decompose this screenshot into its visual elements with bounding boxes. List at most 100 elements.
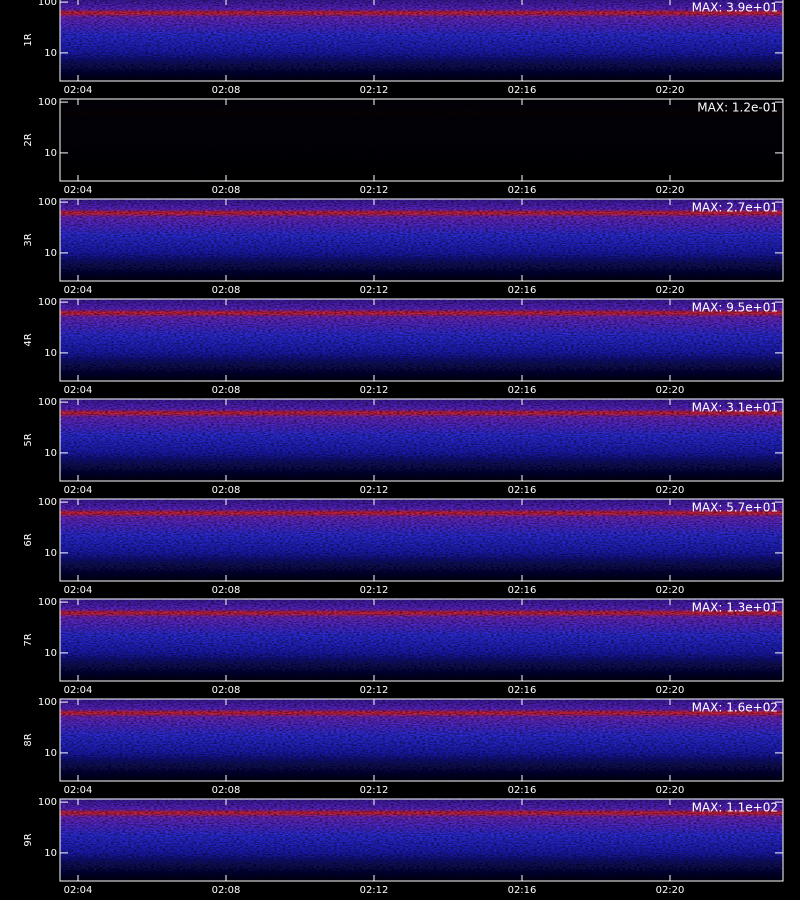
y-tick-label: 100 [38,297,57,308]
x-tick-label: 02:08 [212,785,241,796]
x-tick-label: 02:12 [360,585,389,596]
spectrogram-image [60,299,783,381]
x-tick-label: 02:20 [656,785,685,796]
x-tick-label: 02:20 [656,285,685,296]
x-tick-label: 02:12 [360,285,389,296]
max-label: MAX: 5.7e+01 [692,501,778,515]
x-tick-label: 02:04 [64,185,93,196]
max-label: MAX: 1.2e-01 [697,101,778,115]
spectrogram-image [60,0,783,81]
x-tick-label: 02:16 [508,385,537,396]
x-tick-label: 02:12 [360,485,389,496]
y-axis-label: 3R [23,233,34,246]
plot-frame [59,498,784,582]
max-label: MAX: 9.5e+01 [692,301,778,315]
x-tick-label: 02:12 [360,385,389,396]
spectrogram-image [60,499,783,581]
x-tick-label: 02:20 [656,385,685,396]
spectrogram-image [60,799,783,881]
x-tick-label: 02:16 [508,185,537,196]
plot-frame [59,798,784,882]
x-tick-label: 02:20 [656,185,685,196]
x-tick-label: 02:04 [64,485,93,496]
y-tick-label: 10 [44,448,57,459]
x-tick-label: 02:08 [212,185,241,196]
plot-frame [59,0,784,82]
spectrogram-image [60,399,783,481]
plot-frame [59,98,784,182]
max-label: MAX: 1.1e+02 [692,801,778,815]
max-label: MAX: 3.1e+01 [692,401,778,415]
y-tick-label: 10 [44,348,57,359]
y-axis-label: 7R [23,633,34,646]
x-tick-label: 02:08 [212,85,241,96]
y-tick-label: 100 [38,197,57,208]
x-tick-label: 02:04 [64,785,93,796]
y-tick-label: 100 [38,597,57,608]
plot-frame [59,598,784,682]
y-axis-label: 5R [23,433,34,446]
x-tick-label: 02:04 [64,885,93,896]
y-axis-label: 6R [23,533,34,546]
x-tick-label: 02:12 [360,785,389,796]
x-tick-label: 02:08 [212,485,241,496]
y-tick-label: 10 [44,248,57,259]
x-tick-label: 02:08 [212,885,241,896]
x-tick-label: 02:16 [508,885,537,896]
y-tick-label: 10 [44,648,57,659]
x-tick-label: 02:08 [212,685,241,696]
x-tick-label: 02:16 [508,585,537,596]
spectrogram-image [60,199,783,281]
y-axis-label: 2R [23,133,34,146]
spectrogram-image [60,99,783,181]
plot-frame [59,198,784,282]
y-tick-label: 10 [44,48,57,59]
x-tick-label: 02:12 [360,885,389,896]
x-tick-label: 02:08 [212,385,241,396]
y-tick-label: 10 [44,548,57,559]
y-tick-label: 100 [38,0,57,8]
plot-frame [59,398,784,482]
y-tick-label: 10 [44,148,57,159]
spectrogram-image [60,599,783,681]
x-tick-label: 02:08 [212,585,241,596]
y-axis-label: 9R [23,833,34,846]
y-tick-label: 100 [38,97,57,108]
y-tick-label: 10 [44,848,57,859]
max-label: MAX: 3.9e+01 [692,1,778,15]
spectrogram-image [60,699,783,781]
x-tick-label: 02:16 [508,785,537,796]
x-tick-label: 02:20 [656,585,685,596]
x-tick-label: 02:12 [360,85,389,96]
y-tick-label: 100 [38,397,57,408]
y-tick-label: 10 [44,748,57,759]
x-tick-label: 02:16 [508,285,537,296]
x-tick-label: 02:04 [64,685,93,696]
x-tick-label: 02:20 [656,85,685,96]
x-tick-label: 02:20 [656,685,685,696]
x-tick-label: 02:16 [508,85,537,96]
plot-frame [59,298,784,382]
x-tick-label: 02:04 [64,85,93,96]
x-tick-label: 02:04 [64,285,93,296]
x-tick-label: 02:20 [656,885,685,896]
y-tick-label: 100 [38,497,57,508]
max-label: MAX: 2.7e+01 [692,201,778,215]
x-tick-label: 02:20 [656,485,685,496]
max-label: MAX: 1.3e+01 [692,601,778,615]
y-axis-label: 8R [23,733,34,746]
y-axis-label: 4R [23,333,34,346]
y-tick-label: 100 [38,797,57,808]
x-tick-label: 02:16 [508,485,537,496]
y-axis-label: 1R [23,33,34,46]
x-tick-label: 02:04 [64,385,93,396]
plot-frame [59,698,784,782]
x-tick-label: 02:04 [64,585,93,596]
x-tick-label: 02:12 [360,185,389,196]
x-tick-label: 02:16 [508,685,537,696]
x-tick-label: 02:08 [212,285,241,296]
y-tick-label: 100 [38,697,57,708]
max-label: MAX: 1.6e+02 [692,701,778,715]
